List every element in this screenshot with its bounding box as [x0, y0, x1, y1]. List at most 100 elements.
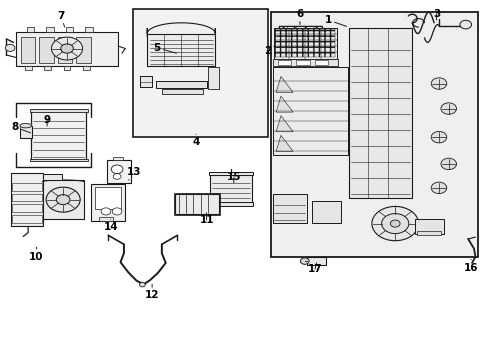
- Bar: [83, 66, 90, 70]
- Text: 14: 14: [103, 219, 118, 232]
- Bar: [21, 37, 35, 63]
- Bar: [30, 158, 88, 161]
- Bar: [209, 172, 253, 175]
- Bar: [30, 109, 88, 112]
- Bar: [147, 33, 215, 66]
- Bar: [46, 27, 54, 32]
- Polygon shape: [276, 116, 292, 132]
- Bar: [95, 187, 120, 208]
- Bar: [39, 37, 54, 63]
- Bar: [207, 67, 218, 89]
- Bar: [30, 111, 86, 160]
- Circle shape: [61, 44, 73, 53]
- Bar: [272, 59, 338, 66]
- Text: 8: 8: [11, 122, 30, 133]
- Bar: [314, 60, 327, 64]
- Bar: [58, 37, 72, 63]
- Circle shape: [430, 131, 446, 143]
- Bar: [311, 202, 340, 223]
- Circle shape: [56, 195, 70, 204]
- Circle shape: [440, 103, 456, 114]
- Bar: [348, 28, 411, 198]
- Circle shape: [300, 258, 308, 264]
- Bar: [272, 67, 347, 155]
- Bar: [16, 32, 118, 66]
- Bar: [99, 217, 113, 221]
- Text: 1: 1: [324, 15, 346, 26]
- Bar: [44, 66, 51, 70]
- Bar: [278, 26, 322, 46]
- Text: 3: 3: [432, 9, 439, 20]
- Circle shape: [430, 78, 446, 89]
- Circle shape: [113, 174, 121, 179]
- Polygon shape: [147, 23, 215, 37]
- Bar: [175, 194, 219, 214]
- Bar: [174, 193, 219, 215]
- Circle shape: [112, 208, 122, 215]
- Bar: [271, 12, 477, 257]
- Text: 9: 9: [43, 115, 51, 126]
- Text: 5: 5: [153, 43, 176, 53]
- Text: 10: 10: [29, 247, 43, 262]
- Circle shape: [381, 213, 408, 234]
- Bar: [63, 66, 70, 70]
- Bar: [27, 27, 34, 32]
- Circle shape: [5, 44, 15, 51]
- Polygon shape: [276, 135, 292, 152]
- Bar: [12, 204, 42, 212]
- Bar: [42, 180, 84, 219]
- Text: 16: 16: [463, 259, 477, 273]
- Bar: [85, 27, 93, 32]
- Bar: [113, 157, 122, 160]
- Bar: [414, 219, 443, 234]
- Bar: [156, 81, 206, 88]
- Bar: [76, 37, 91, 63]
- Polygon shape: [20, 123, 31, 128]
- Bar: [65, 27, 73, 32]
- Bar: [273, 28, 336, 59]
- Bar: [12, 215, 42, 223]
- Bar: [91, 184, 125, 221]
- Bar: [107, 160, 130, 183]
- Text: 17: 17: [307, 263, 322, 274]
- Bar: [140, 76, 152, 87]
- Circle shape: [101, 208, 111, 215]
- Bar: [306, 257, 325, 265]
- Bar: [277, 60, 290, 64]
- Circle shape: [459, 20, 470, 29]
- Text: 15: 15: [226, 172, 241, 183]
- Text: 4: 4: [192, 134, 199, 147]
- Circle shape: [51, 37, 82, 60]
- Circle shape: [430, 182, 446, 194]
- Circle shape: [389, 220, 399, 227]
- Text: 6: 6: [296, 9, 303, 24]
- Bar: [295, 60, 309, 64]
- Bar: [272, 194, 306, 223]
- Text: 2: 2: [263, 46, 274, 57]
- Bar: [209, 202, 253, 206]
- Text: 12: 12: [144, 284, 159, 300]
- Bar: [12, 183, 42, 191]
- Bar: [20, 126, 32, 138]
- Circle shape: [371, 206, 418, 241]
- Bar: [275, 29, 335, 58]
- Bar: [210, 175, 251, 205]
- Bar: [132, 9, 267, 137]
- Circle shape: [440, 158, 456, 170]
- Text: 13: 13: [126, 167, 141, 180]
- Bar: [416, 231, 441, 235]
- Polygon shape: [276, 96, 292, 112]
- Circle shape: [46, 187, 80, 212]
- Bar: [25, 66, 31, 70]
- Circle shape: [111, 165, 122, 174]
- Bar: [11, 173, 42, 226]
- Circle shape: [139, 283, 145, 287]
- Text: 11: 11: [199, 213, 213, 225]
- Polygon shape: [276, 76, 292, 93]
- Text: 7: 7: [58, 11, 65, 27]
- Bar: [42, 174, 62, 180]
- Bar: [282, 29, 325, 49]
- Bar: [12, 194, 42, 202]
- Bar: [278, 26, 322, 46]
- Bar: [162, 89, 203, 94]
